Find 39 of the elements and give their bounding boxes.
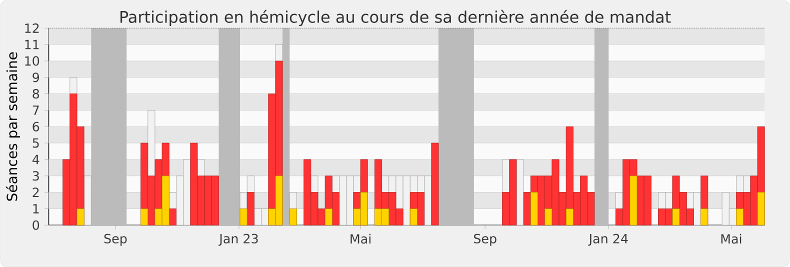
bar xyxy=(566,208,574,226)
y-tick-label: 12 xyxy=(25,23,39,33)
bar xyxy=(140,208,148,226)
y-tick-label: 9 xyxy=(32,72,40,82)
x-tick-label: Sep xyxy=(474,234,496,246)
y-tick-label: 3 xyxy=(32,171,39,181)
chart-title: Participation en hémicycle au cours de sa dernière année de mandat xyxy=(120,10,671,26)
bar xyxy=(76,208,84,226)
y-tick-label: 1 xyxy=(33,204,39,214)
bar xyxy=(700,208,708,226)
bar xyxy=(410,208,418,226)
bar xyxy=(240,208,248,226)
y-tick-label: 4 xyxy=(32,154,40,164)
y-tick-label: 0 xyxy=(32,220,40,230)
bar xyxy=(736,208,744,226)
y-tick-label: 8 xyxy=(32,88,40,99)
x-tick-label: Jan 23 xyxy=(218,234,258,246)
bar xyxy=(289,208,297,226)
x-tick-label: Jan 24 xyxy=(588,234,628,246)
bar xyxy=(168,208,176,226)
bar xyxy=(672,208,680,226)
bar xyxy=(630,176,638,226)
y-tick-label: 6 xyxy=(32,122,40,132)
bar xyxy=(757,192,765,226)
y-tick-label: 5 xyxy=(32,138,39,148)
y-tick-label: 10 xyxy=(25,56,40,66)
x-tick-label: Sep xyxy=(104,234,127,246)
y-tick-label: 7 xyxy=(32,106,39,115)
x-tick-label: Mai xyxy=(721,234,742,244)
bar xyxy=(530,192,538,226)
bar xyxy=(246,192,254,226)
y-tick-label: 2 xyxy=(32,188,39,197)
y-tick-label: 11 xyxy=(25,40,39,50)
bar xyxy=(544,208,552,226)
bar xyxy=(523,192,531,226)
bar xyxy=(431,142,439,226)
bar xyxy=(324,208,332,226)
x-tick-label: Mai xyxy=(350,234,370,244)
y-axis-title: Séances par semaine xyxy=(6,52,20,201)
